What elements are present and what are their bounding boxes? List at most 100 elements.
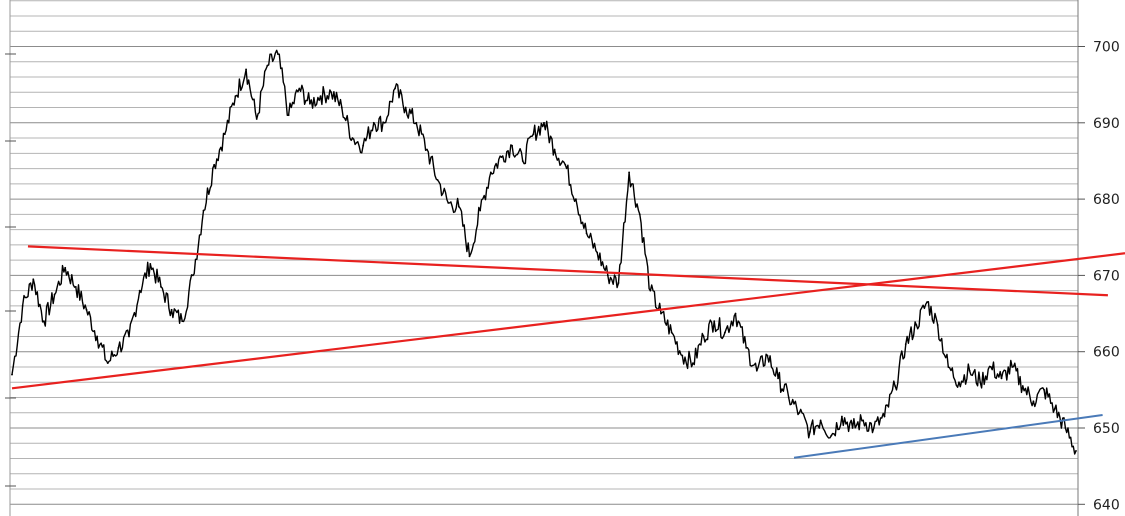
price-point — [989, 366, 992, 368]
price-point — [904, 343, 907, 345]
price-point — [1011, 366, 1014, 368]
price-point — [649, 289, 652, 292]
price-point — [745, 346, 748, 349]
price-point — [1021, 385, 1024, 387]
price-point — [936, 324, 939, 326]
price-point — [596, 251, 599, 254]
price-point — [181, 320, 184, 323]
price-point — [638, 213, 641, 216]
price-point — [575, 198, 577, 201]
price-point — [500, 156, 503, 159]
price-point — [255, 118, 258, 120]
price-point — [1032, 400, 1035, 403]
price-point — [670, 331, 673, 334]
price-point — [394, 87, 396, 90]
price-point — [436, 179, 439, 181]
price-point — [11, 373, 13, 376]
price-point — [128, 335, 130, 338]
price-point — [404, 106, 407, 109]
price-point — [43, 320, 45, 323]
price-point — [606, 274, 609, 277]
price-point — [266, 64, 269, 67]
y-tick-label: 670 — [1093, 268, 1120, 284]
price-point — [213, 163, 216, 166]
price-point — [628, 171, 631, 174]
price-point — [841, 415, 843, 418]
price-point — [915, 324, 918, 326]
price-point — [883, 415, 886, 418]
price-point — [617, 282, 620, 284]
price-point — [947, 366, 950, 368]
price-point — [287, 114, 290, 117]
price-point — [553, 148, 556, 151]
price-point — [298, 87, 301, 90]
grid-minor-lines — [10, 0, 1078, 490]
price-point — [1075, 449, 1077, 452]
y-tick-labels: 640 650 660 670 680 690 700 — [1093, 40, 1120, 514]
price-point — [32, 278, 35, 281]
price-point — [489, 171, 492, 174]
price-point — [564, 163, 567, 166]
price-point — [702, 335, 705, 338]
price-point — [660, 312, 662, 315]
y-tick-label: 650 — [1093, 421, 1120, 437]
price-point — [511, 144, 513, 147]
series-layer — [11, 49, 1077, 455]
blue-trend-line — [793, 414, 1103, 459]
price-point — [521, 160, 524, 162]
price-point — [330, 91, 333, 94]
price-point — [734, 312, 737, 315]
price-point — [202, 209, 205, 212]
price-point — [415, 121, 418, 124]
grid-major-lines — [10, 46, 1078, 505]
red-trend-line — [11, 252, 1125, 390]
price-point — [468, 255, 471, 258]
price-point — [787, 396, 790, 399]
price-point — [479, 209, 482, 212]
price-point — [383, 121, 386, 124]
price-point — [862, 419, 865, 422]
price-point — [234, 95, 237, 97]
price-point — [585, 232, 588, 235]
price-point — [1053, 408, 1056, 410]
price-point — [74, 285, 77, 288]
y-tick-label: 690 — [1093, 116, 1120, 132]
price-point — [809, 430, 811, 433]
price-point — [170, 308, 173, 311]
price-point — [362, 144, 365, 147]
price-point — [447, 202, 450, 204]
price-point — [1064, 427, 1067, 429]
price-point — [351, 137, 354, 139]
price-point — [319, 95, 322, 97]
price-point — [1043, 388, 1045, 391]
price-point — [755, 369, 758, 372]
price-point — [1000, 377, 1003, 380]
price-point — [106, 362, 109, 365]
price-point — [798, 411, 801, 414]
price-point — [426, 148, 428, 151]
price-point — [543, 121, 545, 124]
y-tick-label: 660 — [1093, 345, 1120, 361]
price-point — [979, 381, 982, 384]
price-point — [160, 285, 162, 288]
price-point — [85, 308, 88, 311]
price-point — [968, 369, 971, 372]
right-axis-ticks — [1078, 46, 1085, 505]
price-point — [191, 274, 194, 277]
price-point — [223, 133, 226, 136]
price-point — [926, 301, 928, 304]
price-point — [138, 289, 141, 292]
price-point — [309, 102, 311, 105]
price-point — [372, 121, 375, 124]
y-tick-label: 640 — [1093, 497, 1120, 513]
price-point — [64, 266, 67, 269]
red-trend-line — [27, 245, 1108, 297]
price-point — [340, 106, 343, 109]
price-point — [766, 354, 769, 357]
price-point — [819, 419, 822, 422]
price-point — [21, 305, 24, 307]
left-axis-ticks — [5, 53, 16, 487]
price-point — [277, 53, 279, 56]
trend-lines — [11, 245, 1125, 459]
